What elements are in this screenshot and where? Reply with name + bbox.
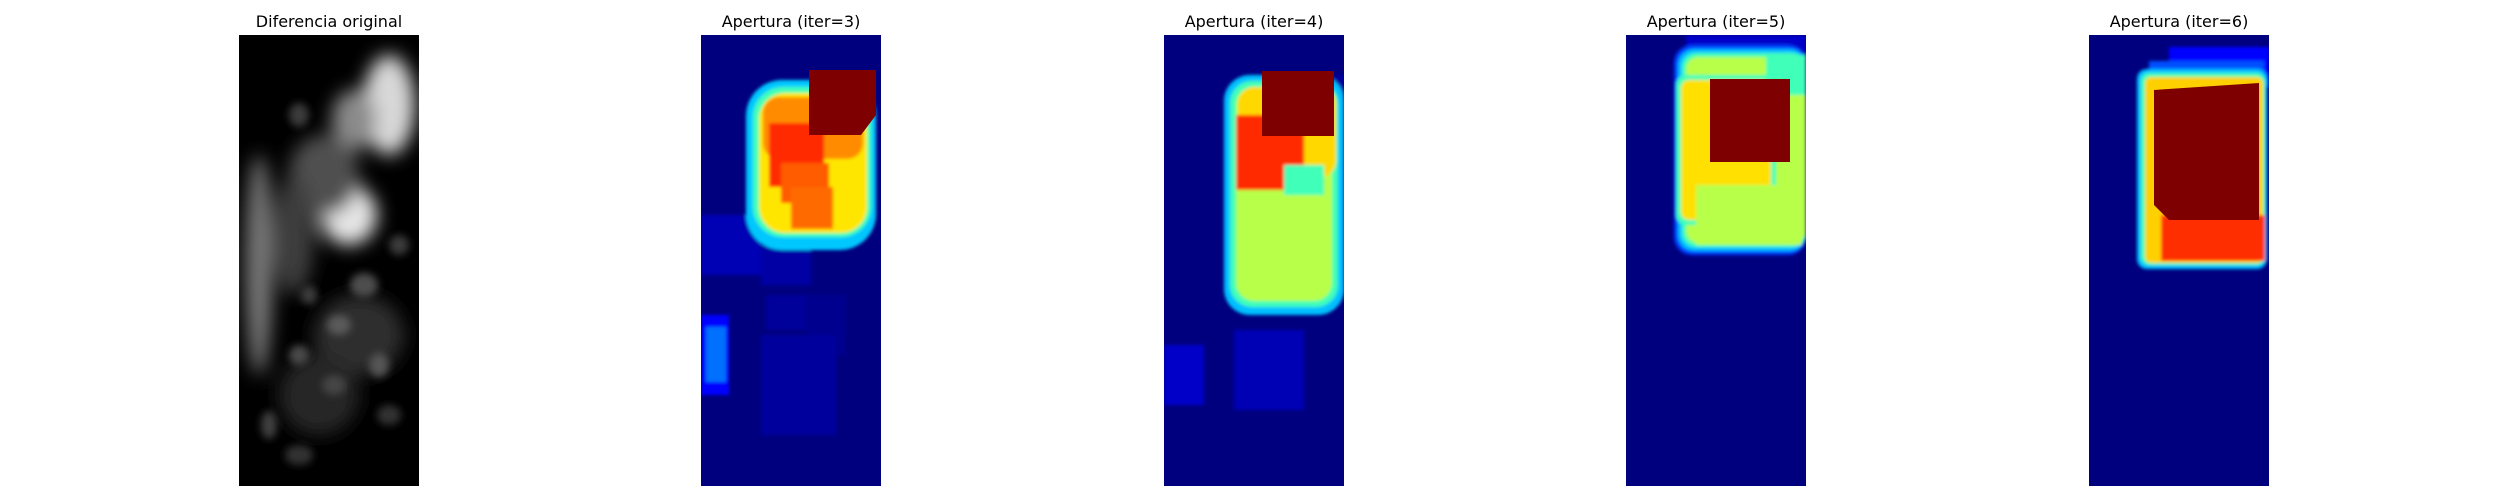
panel-title-iter4: Apertura (iter=4) [1184, 12, 1324, 31]
image-apertura-iter4 [1164, 35, 1344, 486]
panel-title-iter5: Apertura (iter=5) [1646, 12, 1786, 31]
panel-title-iter3: Apertura (iter=3) [721, 12, 861, 31]
image-apertura-iter3 [701, 35, 881, 486]
image-apertura-iter5 [1626, 35, 1806, 486]
image-apertura-iter6 [2089, 35, 2269, 486]
panel-title-iter6: Apertura (iter=6) [2109, 12, 2249, 31]
image-diferencia-original [239, 35, 419, 486]
panel-title-original: Diferencia original [255, 12, 403, 31]
